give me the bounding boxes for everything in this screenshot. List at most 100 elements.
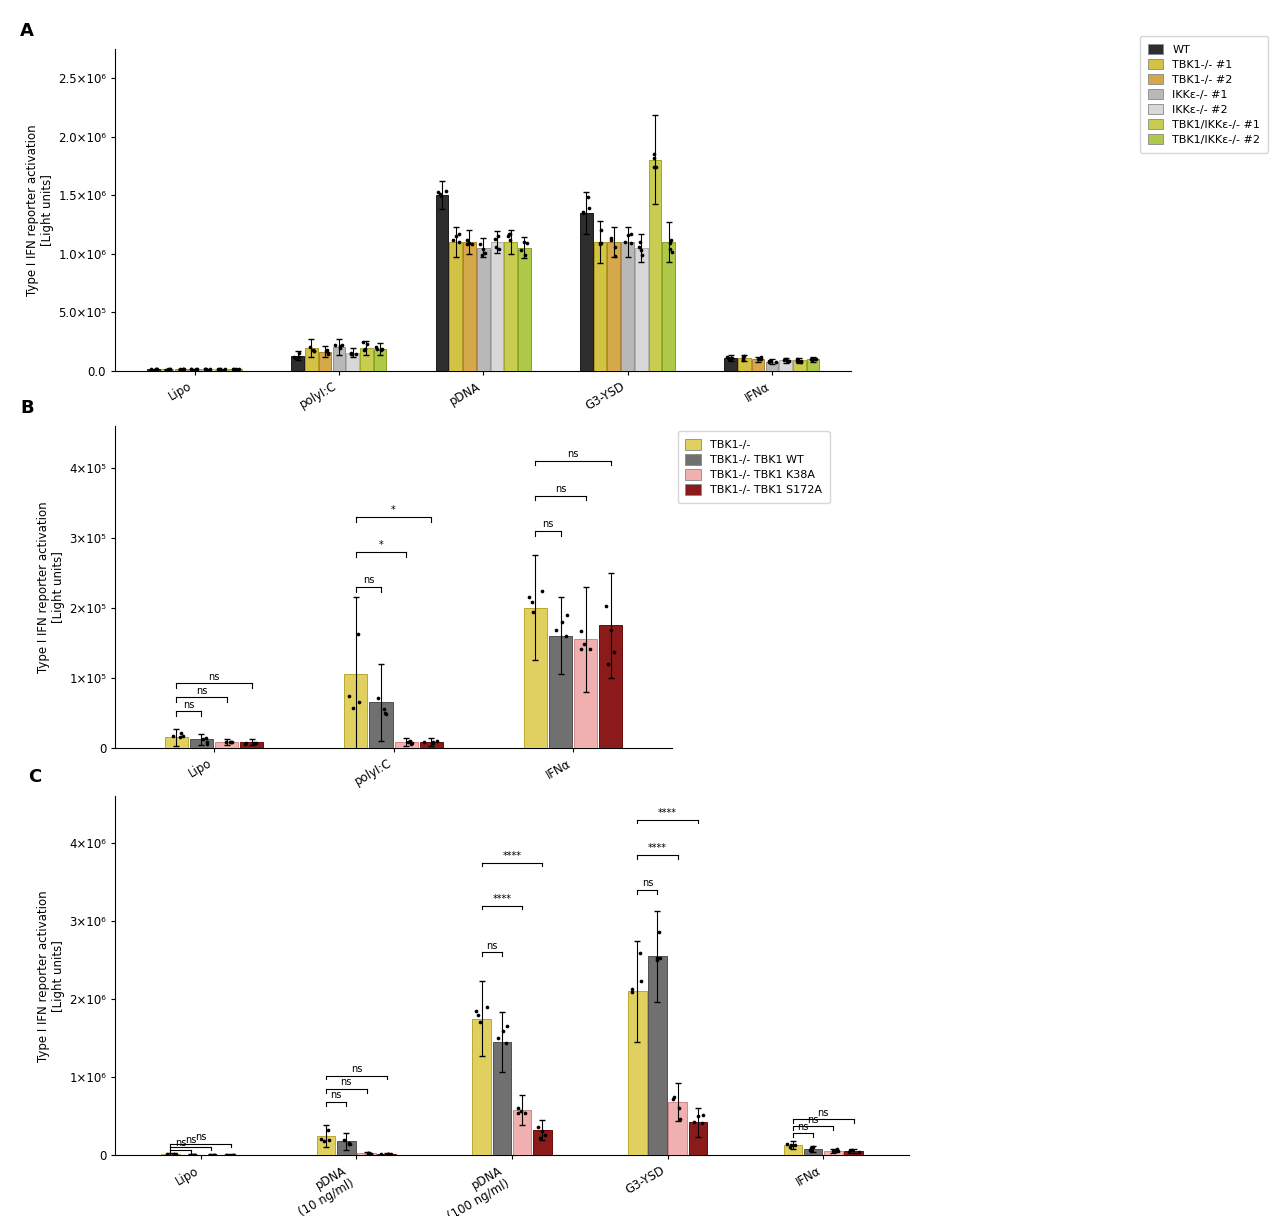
Point (209, 360, 229, 379)
Bar (337, 1141, 356, 1155)
Point (591, 221, 612, 241)
Point (348, 625, 369, 644)
Text: ****: **** (658, 809, 677, 818)
Point (499, 225, 520, 244)
Point (508, 1098, 529, 1118)
Point (173, 360, 193, 379)
Point (314, 1131, 334, 1150)
Point (518, 587, 539, 607)
Point (849, 1142, 869, 1161)
Point (430, 184, 451, 203)
Bar (472, 1019, 492, 1155)
Point (521, 592, 541, 612)
Point (631, 970, 652, 990)
Point (732, 349, 753, 368)
Point (160, 360, 180, 379)
Text: ns: ns (567, 449, 579, 458)
Point (224, 1145, 244, 1165)
Point (470, 235, 490, 254)
Point (165, 1144, 186, 1164)
Point (443, 230, 463, 249)
Point (472, 240, 493, 259)
Bar (628, 991, 646, 1155)
Point (590, 233, 611, 253)
Bar (662, 242, 675, 371)
Point (750, 347, 771, 366)
Bar (549, 636, 572, 748)
Point (495, 1032, 516, 1052)
Point (692, 1114, 713, 1133)
Bar (305, 348, 317, 371)
Point (486, 237, 507, 257)
Point (358, 1143, 379, 1162)
Point (303, 340, 324, 360)
Bar (420, 742, 443, 748)
Y-axis label: Type I IFN reporter activation
[Light units]: Type I IFN reporter activation [Light un… (26, 124, 54, 295)
Point (513, 232, 534, 252)
Point (719, 348, 740, 367)
Point (343, 698, 364, 717)
Point (466, 1002, 486, 1021)
Point (340, 344, 361, 364)
Point (791, 351, 812, 371)
Point (600, 230, 621, 249)
Point (660, 233, 681, 253)
Bar (806, 359, 819, 371)
Bar (161, 370, 174, 371)
Bar (765, 361, 778, 371)
Point (415, 732, 435, 751)
Point (475, 243, 495, 263)
Point (224, 360, 244, 379)
Bar (783, 1145, 803, 1155)
Bar (316, 1136, 335, 1155)
Point (182, 360, 202, 379)
Bar (739, 358, 750, 371)
Text: ns: ns (486, 941, 498, 951)
Point (493, 1021, 513, 1041)
Point (622, 983, 643, 1002)
Point (159, 359, 179, 378)
Point (147, 359, 168, 378)
Bar (202, 370, 215, 371)
Point (476, 997, 497, 1017)
Point (317, 344, 338, 364)
Bar (347, 353, 358, 371)
Point (210, 360, 230, 379)
Bar (241, 742, 264, 748)
Point (511, 240, 531, 259)
Point (243, 733, 264, 753)
Point (204, 1145, 224, 1165)
Point (141, 359, 161, 378)
Point (516, 233, 536, 253)
Point (806, 349, 827, 368)
Bar (490, 242, 503, 371)
Point (449, 224, 470, 243)
Point (732, 350, 753, 370)
Legend: TBK1-/-, TBK1-/- TBK1 WT, TBK1-/- TBK1 K38A, TBK1-/- TBK1 S172A: TBK1-/-, TBK1-/- TBK1 WT, TBK1-/- TBK1 K… (677, 432, 829, 503)
Bar (599, 625, 622, 748)
Point (777, 1133, 797, 1153)
Bar (493, 1042, 511, 1155)
Bar (792, 360, 805, 371)
Text: ****: **** (503, 851, 521, 861)
Point (826, 1141, 846, 1160)
Point (380, 1144, 401, 1164)
Point (750, 349, 771, 368)
Point (605, 246, 626, 265)
Point (205, 1144, 225, 1164)
Point (220, 733, 241, 753)
Bar (504, 242, 517, 371)
Point (195, 360, 215, 379)
Bar (189, 739, 212, 748)
Text: ns: ns (209, 671, 220, 682)
Point (184, 1145, 205, 1165)
Point (765, 353, 786, 372)
Point (787, 351, 808, 371)
Point (399, 732, 420, 751)
Point (174, 360, 195, 379)
Point (225, 360, 246, 379)
Point (573, 203, 594, 223)
Point (457, 235, 477, 254)
Point (602, 229, 622, 248)
Point (303, 340, 324, 360)
